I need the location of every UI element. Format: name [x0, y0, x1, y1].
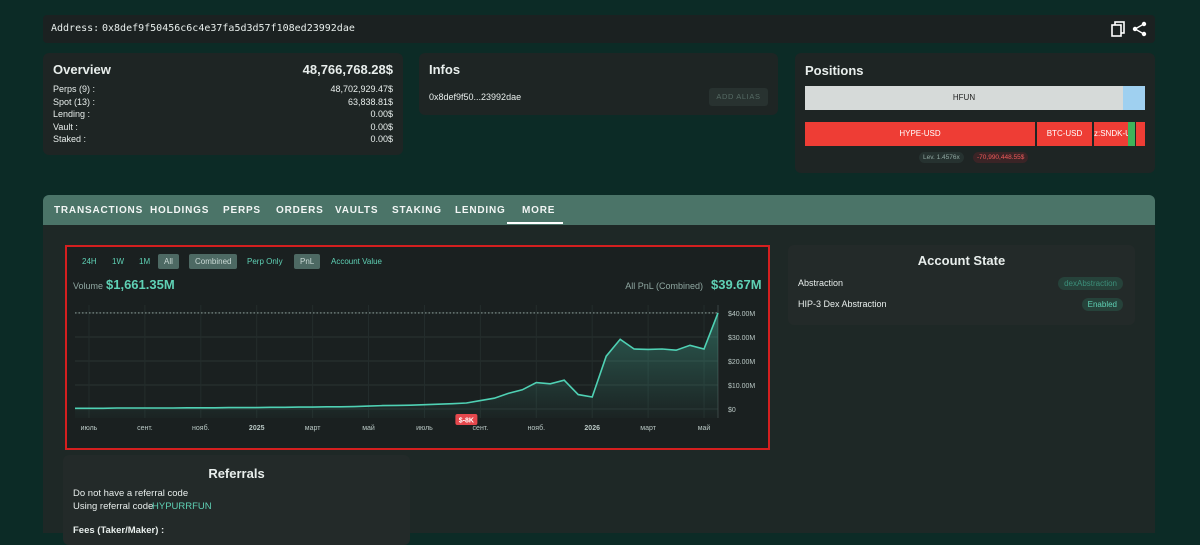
chart-panel	[65, 245, 770, 450]
pnl-value: $39.67M	[711, 277, 762, 292]
perp-segment[interactable]: HYPE-USD	[805, 122, 1035, 146]
perp-segment-small[interactable]	[1128, 122, 1135, 146]
state-label: Abstraction	[798, 278, 844, 288]
referrals-title: Referrals	[208, 466, 265, 481]
perp-segment[interactable]: BTC-USD	[1037, 122, 1092, 146]
chart-toggle[interactable]: PnL	[294, 254, 321, 269]
overview-row-label: Staked :	[53, 134, 87, 144]
overview-title: Overview	[53, 62, 111, 77]
tab[interactable]: MORE	[522, 205, 556, 216]
state-value: dexAbstraction	[1058, 277, 1123, 290]
referrals-card: Referrals Do not have a referral code Us…	[63, 455, 410, 545]
overview-row-value: 0.00$	[370, 121, 393, 132]
overview-total: 48,766,768.28$	[302, 62, 393, 77]
share-icon[interactable]	[1132, 21, 1148, 37]
tab[interactable]: PERPS	[223, 205, 261, 216]
chart-toggle[interactable]: Perp Only	[247, 257, 283, 266]
add-alias-button[interactable]: ADD ALIAS	[709, 88, 768, 106]
tab[interactable]: LENDING	[455, 205, 506, 216]
referral-using: Using referral code	[73, 501, 154, 512]
chart-toggle[interactable]: Combined	[189, 254, 238, 269]
overview-row-value: 48,702,929.47$	[330, 84, 393, 94]
tab[interactable]: HOLDINGS	[150, 205, 210, 216]
tab[interactable]: VAULTS	[335, 205, 379, 216]
account-state-title: Account State	[917, 253, 1006, 268]
tab-bar	[43, 195, 1155, 225]
address: 0x8def9f50456c6c4e37fa5d3d57f108ed23992d…	[102, 23, 355, 34]
chart-toggle[interactable]: 24H	[82, 257, 97, 266]
address-label: Address:	[51, 23, 100, 34]
overview-row-label: Spot (13) :	[53, 96, 96, 107]
volume-value: $1,661.35M	[106, 277, 175, 292]
overview-card: Overview 48,766,768.28$ Perps (9) : 48,70…	[43, 53, 403, 155]
perp-segment[interactable]: z:SNDK-US	[1094, 122, 1128, 146]
spot-segment-small[interactable]	[1123, 86, 1145, 110]
account-state-card: Account State Abstraction dexAbstraction…	[788, 245, 1135, 325]
overview-row-label: Vault :	[53, 121, 78, 132]
chart-toggle[interactable]: Account Value	[331, 257, 382, 266]
state-label: HIP-3 Dex Abstraction	[798, 299, 887, 309]
referral-code[interactable]: HYPURRFUN	[152, 501, 212, 512]
positions-title: Positions	[805, 63, 864, 78]
infos-title: Infos	[429, 62, 461, 77]
leverage: Lev. 1.4576x	[919, 152, 964, 163]
chart-toggle[interactable]: 1W	[112, 257, 124, 266]
infos-card: Infos 0x8def9f50...23992dae ADD ALIAS	[419, 53, 778, 115]
pnl-label: All PnL (Combined)	[625, 281, 703, 291]
overview-row-value: 0.00$	[370, 109, 393, 119]
spot-segment[interactable]: HFUN	[805, 86, 1123, 110]
state-value: Enabled	[1081, 298, 1123, 311]
tab[interactable]: STAKING	[392, 205, 442, 216]
infos-address: 0x8def9f50...23992dae	[429, 92, 522, 102]
overview-row-label: Perps (9) :	[53, 84, 96, 94]
address-bar: Address: 0x8def9f50456c6c4e37fa5d3d57f10…	[43, 15, 1155, 43]
active-tab-underline	[507, 222, 563, 224]
volume-label: Volume	[73, 281, 104, 291]
overview-row-value: 0.00$	[370, 134, 393, 144]
page: Address: 0x8def9f50456c6c4e37fa5d3d57f10…	[43, 15, 1155, 545]
positions-card: Positions HFUN HYPE-USD BTC-USD z:SNDK-U…	[795, 53, 1155, 173]
chart-toggle[interactable]: All	[158, 254, 179, 269]
perp-segment-small[interactable]	[1136, 122, 1145, 146]
overview-row-value: 63,838.81$	[347, 96, 393, 107]
fees-label: Fees (Taker/Maker) :	[73, 525, 165, 536]
tab[interactable]: ORDERS	[276, 205, 324, 216]
overview-row-label: Lending :	[53, 109, 91, 119]
tab[interactable]: TRANSACTIONS	[54, 205, 144, 216]
chart-toggle[interactable]: 1M	[139, 257, 151, 266]
copy-icon[interactable]	[1111, 21, 1127, 37]
positions-pnl: -70,990,448.55$	[973, 152, 1029, 163]
referral-status: Do not have a referral code	[73, 488, 189, 499]
